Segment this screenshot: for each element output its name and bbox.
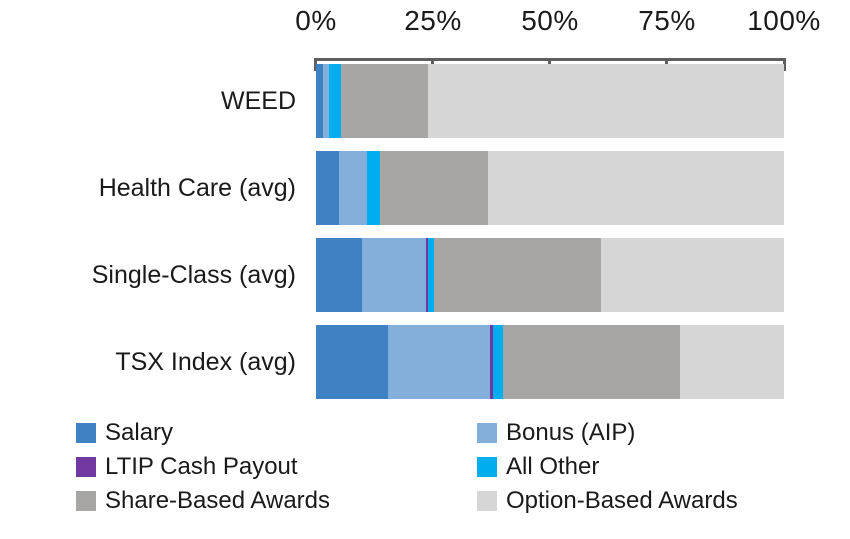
bar-segment [427,238,435,312]
legend-item-option-based-awards: Option-Based Awards [477,487,738,514]
legend-column-right: Bonus (AIP) All Other Option-Based Award… [477,419,738,523]
bar-segment [338,151,367,225]
bar-segment [388,325,491,399]
x-axis-tick-mark [314,58,317,71]
legend-item-share-based-awards: Share-Based Awards [76,487,331,514]
legend-label: Bonus (AIP) [506,419,636,446]
bar-segment [380,151,489,225]
bar-segment [600,238,784,312]
category-label-health-care: Health Care (avg) [98,174,296,202]
legend-item-bonus-aip: Bonus (AIP) [477,419,738,446]
category-label-weed: WEED [221,87,296,115]
legend-item-salary: Salary [76,419,330,446]
x-axis-tick-mark [783,58,786,71]
bar-segment [341,64,429,138]
legend-label: Option-Based Awards [506,487,738,514]
legend-swatch-bonus-icon [477,423,497,443]
bar-segment [502,325,681,399]
bar-segment [434,238,601,312]
bar-segment [490,325,493,399]
x-axis-tick-label: 0% [295,5,337,36]
bar-health-care [316,151,784,225]
legend-label: LTIP Cash Payout [105,453,298,480]
bar-segment [680,325,784,399]
y-axis-category-labels: WEED Health Care (avg) Single-Class (avg… [0,0,304,420]
category-label-tsx-index: TSX Index (avg) [115,348,296,376]
legend-swatch-share-based-icon [76,491,96,511]
bar-weed [316,64,784,138]
legend: Salary LTIP Cash Payout Share-Based Awar… [0,419,850,531]
bar-segment [316,325,389,399]
x-axis-tick-label: 100% [747,5,821,36]
legend-item-all-other: All Other [477,453,738,480]
legend-label: Salary [105,419,174,446]
legend-label: All Other [506,453,600,480]
bar-segment [492,325,503,399]
plot-area [316,0,784,420]
bar-segment [316,238,363,312]
legend-item-ltip-cash-payout: LTIP Cash Payout [76,453,330,480]
x-axis-tick-label: 25% [404,5,462,36]
bar-segment [426,238,428,312]
bar-segment [428,64,784,138]
legend-swatch-all-other-icon [477,457,497,477]
bar-segment [362,238,427,312]
bar-segment [329,64,342,138]
bar-segment [323,64,330,138]
x-axis-tick-label: 50% [521,5,579,36]
legend-swatch-salary-icon [76,423,96,443]
x-axis-labels: 0% 25% 50% 75% 100% [295,5,820,39]
x-axis-tick-label: 75% [638,5,696,36]
legend-label: Share-Based Awards [105,487,331,514]
bar-single-class [316,238,784,312]
legend-swatch-option-based-icon [477,491,497,511]
legend-swatch-ltip-icon [76,457,96,477]
bar-segment [488,151,784,225]
bar-segment [367,151,381,225]
bar-segment [316,64,324,138]
bar-tsx-index [316,325,784,399]
category-label-single-class: Single-Class (avg) [91,261,296,289]
legend-column-left: Salary LTIP Cash Payout Share-Based Awar… [76,419,331,523]
bar-segment [316,151,339,225]
